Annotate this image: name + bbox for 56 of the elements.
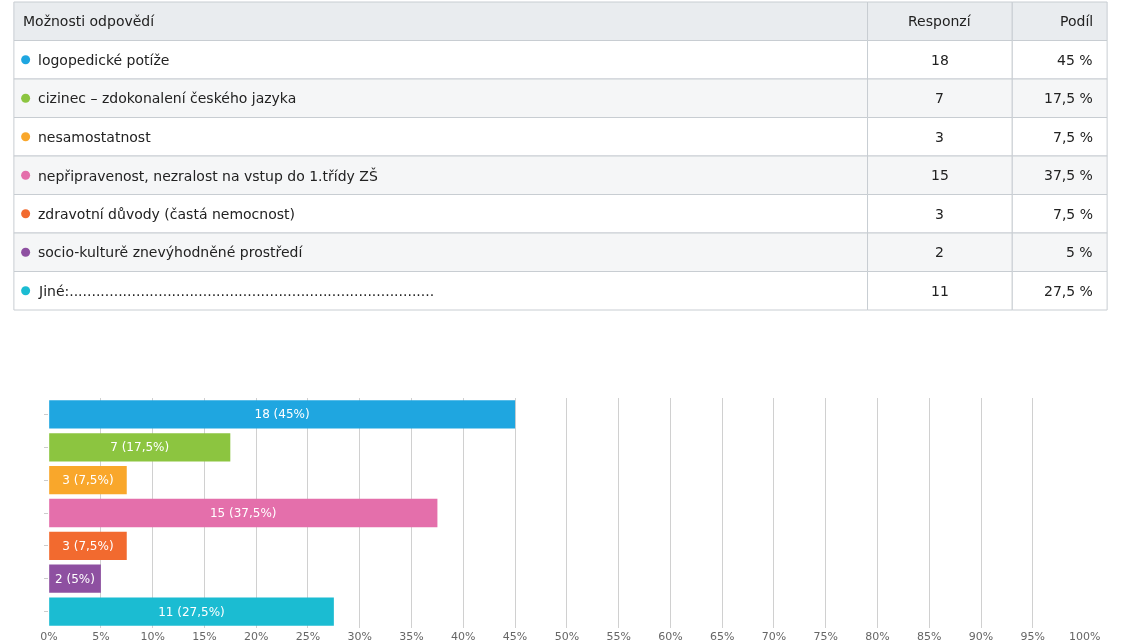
- x-tick-label: 95%: [1020, 630, 1046, 643]
- bar: [49, 433, 231, 462]
- text: 17,5 %: [1044, 90, 1093, 106]
- data-label: 15 (37,5%): [209, 506, 277, 520]
- text: 18: [931, 52, 949, 68]
- x-tick-label: 60%: [658, 630, 683, 643]
- x-tick-label: 45%: [502, 630, 528, 643]
- text: 2: [935, 244, 944, 260]
- text: 3: [935, 129, 944, 145]
- x-tick-label: 0%: [40, 630, 58, 643]
- x-tick-label: 90%: [968, 630, 994, 643]
- x-tick-label: 10%: [140, 630, 165, 643]
- x-tick-label: 50%: [554, 630, 580, 643]
- text: 3: [935, 206, 944, 222]
- bar: [49, 498, 438, 528]
- text: Podíl: [1060, 13, 1094, 29]
- text: socio-kulturě znevýhodněné prostředí: [38, 244, 304, 260]
- text: 7,5 %: [1053, 206, 1094, 222]
- x-tick-label: 5%: [92, 630, 110, 643]
- text: 45 %: [1057, 52, 1093, 68]
- data-label: 2 (5%): [55, 571, 95, 586]
- data-label: 18 (45%): [254, 407, 310, 422]
- bar: [49, 597, 334, 626]
- text: 15: [931, 167, 949, 183]
- x-tick-label: 55%: [606, 630, 631, 643]
- x-tick-label: 40%: [451, 630, 476, 643]
- text: 37,5 %: [1044, 167, 1093, 183]
- x-tick-label: 75%: [813, 630, 838, 643]
- text: 7,5 %: [1053, 129, 1094, 145]
- text: nesamostatnost: [38, 129, 152, 145]
- text: logopedické potíže: [38, 52, 170, 68]
- x-tick-label: 20%: [243, 630, 269, 643]
- text: 5 %: [1066, 244, 1093, 260]
- data-label: 7 (17,5%): [110, 440, 170, 455]
- x-tick-label: 25%: [295, 630, 321, 643]
- text: zdravotní důvody (častá nemocnost): [38, 206, 295, 222]
- x-tick-label: 100%: [1068, 630, 1101, 643]
- text: cizinec – zdokonalení českého jazyka: [38, 90, 297, 106]
- data-label: 3 (7,5%): [62, 473, 114, 488]
- x-tick-label: 30%: [347, 630, 372, 643]
- text: Možnosti odpovědí: [23, 13, 156, 29]
- text: 27,5 %: [1044, 283, 1093, 299]
- x-tick-label: 85%: [917, 630, 942, 643]
- text: nepřipravenost, nezralost na vstup do 1.třídy ZŠ: [38, 167, 378, 184]
- x-tick-label: 70%: [761, 630, 787, 643]
- x-tick-label: 65%: [709, 630, 735, 643]
- data-label: 3 (7,5%): [62, 538, 114, 553]
- bar: [49, 400, 516, 429]
- text: Jiné:..................................................................................: [38, 283, 435, 299]
- text: Responzí: [908, 13, 972, 29]
- x-tick-label: 15%: [192, 630, 217, 643]
- x-tick-label: 80%: [865, 630, 890, 643]
- x-tick-label: 35%: [399, 630, 424, 643]
- text: 7: [935, 90, 944, 106]
- data-label: 11 (27,5%): [158, 604, 225, 619]
- text: 11: [931, 283, 949, 299]
